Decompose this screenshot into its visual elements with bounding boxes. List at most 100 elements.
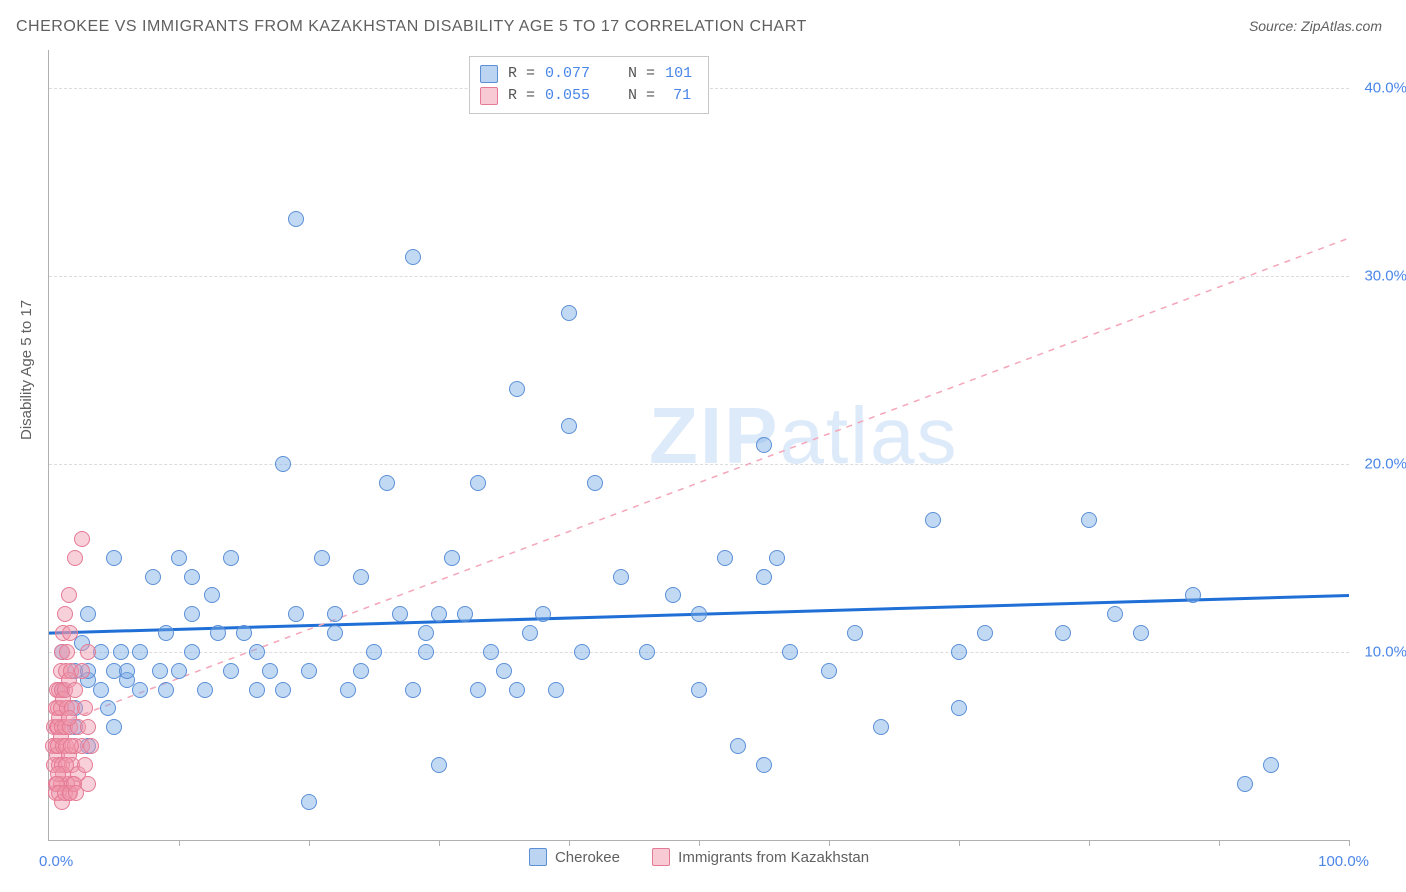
point-cherokee <box>275 456 291 472</box>
point-cherokee <box>353 663 369 679</box>
legend-row-kazakhstan: R = 0.055 N = 71 <box>480 85 692 107</box>
point-cherokee <box>561 418 577 434</box>
x-tick <box>1089 840 1090 846</box>
legend-n-value-2: 71 <box>665 85 691 107</box>
x-tick <box>1219 840 1220 846</box>
legend-n-value-1: 101 <box>665 63 692 85</box>
point-cherokee <box>366 644 382 660</box>
point-cherokee <box>197 682 213 698</box>
point-kazakhstan <box>62 625 78 641</box>
point-cherokee <box>691 682 707 698</box>
x-tick <box>959 840 960 846</box>
point-cherokee <box>782 644 798 660</box>
watermark: ZIPatlas <box>649 390 958 482</box>
point-cherokee <box>496 663 512 679</box>
series-legend: Cherokee Immigrants from Kazakhstan <box>49 848 1349 870</box>
scatter-plot-area: 10.0%20.0%30.0%40.0% ZIPatlas R = 0.077 … <box>48 50 1349 841</box>
point-kazakhstan <box>83 738 99 754</box>
point-cherokee <box>821 663 837 679</box>
legend-swatch-blue <box>480 65 498 83</box>
point-cherokee <box>561 305 577 321</box>
point-cherokee <box>249 682 265 698</box>
point-kazakhstan <box>59 644 75 660</box>
legend-r-value-1: 0.077 <box>545 63 590 85</box>
regression-lines <box>49 50 1349 840</box>
point-cherokee <box>756 437 772 453</box>
legend-item-cherokee: Cherokee <box>529 848 620 866</box>
gridline <box>49 276 1349 277</box>
point-cherokee <box>509 682 525 698</box>
legend-label-kazakhstan: Immigrants from Kazakhstan <box>678 849 869 866</box>
point-cherokee <box>340 682 356 698</box>
regression-line <box>49 238 1349 727</box>
gridline <box>49 464 1349 465</box>
point-cherokee <box>639 644 655 660</box>
point-kazakhstan <box>68 785 84 801</box>
chart-title: CHEROKEE VS IMMIGRANTS FROM KAZAKHSTAN D… <box>16 18 807 36</box>
x-tick <box>1349 840 1350 846</box>
point-cherokee <box>80 606 96 622</box>
point-cherokee <box>1081 512 1097 528</box>
point-cherokee <box>301 663 317 679</box>
point-cherokee <box>152 663 168 679</box>
point-cherokee <box>717 550 733 566</box>
point-kazakhstan <box>61 587 77 603</box>
y-tick-label: 10.0% <box>1364 643 1406 660</box>
point-kazakhstan <box>77 757 93 773</box>
x-tick <box>309 840 310 846</box>
point-cherokee <box>100 700 116 716</box>
point-cherokee <box>613 569 629 585</box>
point-cherokee <box>418 644 434 660</box>
legend-n-label-2: N = <box>628 85 655 107</box>
point-kazakhstan <box>74 531 90 547</box>
point-cherokee <box>288 211 304 227</box>
source-label: Source: ZipAtlas.com <box>1249 18 1382 34</box>
point-cherokee <box>93 682 109 698</box>
point-cherokee <box>379 475 395 491</box>
point-cherokee <box>132 682 148 698</box>
point-cherokee <box>184 569 200 585</box>
point-cherokee <box>691 606 707 622</box>
point-cherokee <box>171 663 187 679</box>
point-cherokee <box>158 682 174 698</box>
point-cherokee <box>184 644 200 660</box>
point-cherokee <box>769 550 785 566</box>
point-cherokee <box>171 550 187 566</box>
y-tick-label: 40.0% <box>1364 79 1406 96</box>
x-tick <box>699 840 700 846</box>
point-cherokee <box>249 644 265 660</box>
point-cherokee <box>288 606 304 622</box>
y-tick-label: 20.0% <box>1364 455 1406 472</box>
point-cherokee <box>392 606 408 622</box>
point-cherokee <box>1133 625 1149 641</box>
point-cherokee <box>158 625 174 641</box>
point-cherokee <box>457 606 473 622</box>
point-kazakhstan <box>77 700 93 716</box>
point-cherokee <box>444 550 460 566</box>
point-cherokee <box>509 381 525 397</box>
legend-r-label: R = <box>508 63 535 85</box>
point-kazakhstan <box>63 738 79 754</box>
point-cherokee <box>275 682 291 698</box>
point-cherokee <box>574 644 590 660</box>
point-cherokee <box>119 663 135 679</box>
point-cherokee <box>405 249 421 265</box>
y-axis-title: Disability Age 5 to 17 <box>18 300 35 440</box>
point-cherokee <box>977 625 993 641</box>
legend-swatch-pink <box>480 87 498 105</box>
point-cherokee <box>405 682 421 698</box>
point-cherokee <box>353 569 369 585</box>
point-cherokee <box>327 606 343 622</box>
point-cherokee <box>483 644 499 660</box>
point-cherokee <box>113 644 129 660</box>
point-cherokee <box>873 719 889 735</box>
correlation-legend: R = 0.077 N = 101 R = 0.055 N = 71 <box>469 56 709 114</box>
point-cherokee <box>236 625 252 641</box>
point-cherokee <box>587 475 603 491</box>
point-cherokee <box>951 644 967 660</box>
legend-row-cherokee: R = 0.077 N = 101 <box>480 63 692 85</box>
point-cherokee <box>184 606 200 622</box>
point-cherokee <box>418 625 434 641</box>
point-cherokee <box>756 757 772 773</box>
point-cherokee <box>548 682 564 698</box>
